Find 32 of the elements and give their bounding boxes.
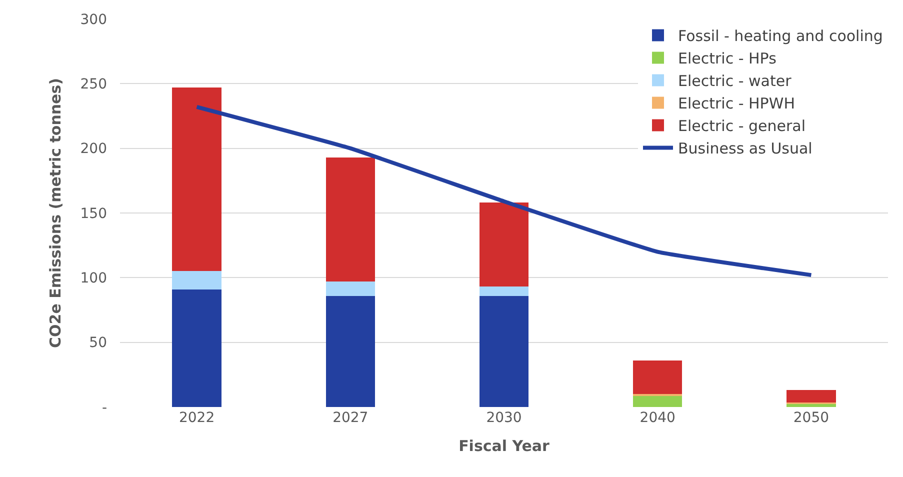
bar [326, 282, 375, 296]
x-axis-title: Fiscal Year [458, 437, 550, 455]
x-tick-label: 2040 [640, 410, 676, 426]
x-tick-label: 2050 [793, 410, 830, 426]
bar [172, 271, 222, 290]
bar [326, 157, 375, 282]
y-tick-label: - [102, 400, 107, 416]
bar [479, 296, 529, 407]
bar [479, 286, 529, 296]
legend-label: Electric - HPWH [678, 94, 795, 113]
bar [172, 88, 222, 272]
y-tick-label: 300 [80, 12, 107, 28]
x-tick-label: 2027 [332, 410, 368, 426]
y-axis-title: CO2e Emissions (metric tonnes) [46, 78, 65, 348]
legend-label: Business as Usual [678, 140, 812, 158]
y-tick-label: 200 [80, 141, 107, 158]
legend-label: Electric - HPs [678, 50, 777, 68]
legend-label: Fossil - heating and cooling [678, 27, 883, 46]
bar [633, 360, 682, 394]
legend-label: Electric - general [678, 117, 806, 136]
bar [633, 395, 682, 407]
y-tick-label: 50 [89, 335, 107, 352]
legend-label: Electric - water [678, 72, 792, 90]
x-tick-label: 2022 [178, 410, 215, 426]
bar [479, 202, 529, 287]
bar [172, 289, 222, 407]
bar [326, 296, 375, 407]
y-tick-label: 250 [80, 76, 107, 93]
y-tick-label: 100 [80, 270, 107, 287]
bar [786, 390, 836, 402]
x-tick-label: 2030 [486, 410, 522, 426]
y-tick-label: 150 [80, 206, 107, 222]
